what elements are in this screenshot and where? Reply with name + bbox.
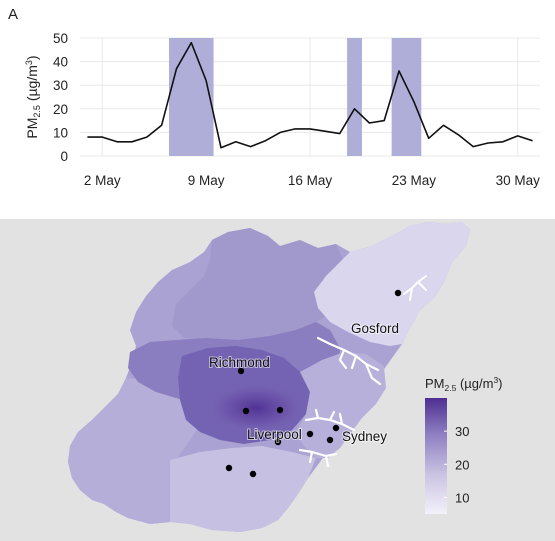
y-axis-title-pm: PM (24, 118, 40, 139)
x-tick-label: 30 May (496, 173, 541, 188)
estuary (316, 336, 382, 386)
eastern-zone (296, 352, 386, 458)
site-marker (394, 289, 402, 297)
highlight-bands (169, 38, 422, 156)
panel-a-letter: A (8, 6, 18, 23)
line-chart: 0 10 20 30 40 50 2 May 9 May 16 May 23 May 30 May… (24, 31, 540, 188)
y-tick-label: 40 (53, 55, 68, 70)
legend-title-unit: (µg/m (456, 376, 493, 391)
x-tick-label: 16 May (288, 173, 333, 188)
legend-tick-label: 20 (455, 457, 469, 472)
x-tick-label: 9 May (188, 173, 225, 188)
harbour (304, 408, 356, 432)
southern-zone (170, 446, 316, 532)
place-label-richmond: Richmond (209, 355, 270, 370)
legend-title-close: ) (498, 376, 502, 391)
place-label-sydney: Sydney (342, 429, 387, 444)
botany-bay (298, 448, 338, 468)
site-marker (237, 367, 245, 375)
y-axis-ticks: 0 10 20 30 40 50 (53, 31, 68, 164)
pm25-series-line (87, 41, 533, 149)
site-marker (326, 436, 334, 444)
highlight-band (391, 38, 422, 156)
highlight-band (169, 38, 214, 156)
site-marker (276, 406, 284, 414)
site-marker (332, 424, 340, 432)
chart-grid (80, 37, 540, 157)
legend-title-sup: 3 (493, 375, 498, 385)
y-tick-label: 50 (53, 31, 68, 46)
legend-colour-bar (425, 398, 447, 514)
y-tick-label: 10 (53, 125, 68, 140)
monitoring-sites (225, 289, 402, 478)
y-tick-label: 30 (53, 78, 68, 93)
y-axis-title-close: ) (24, 55, 40, 60)
legend-title-sub: 2.5 (445, 383, 457, 393)
western-zone (68, 378, 198, 524)
site-marker (242, 407, 250, 415)
y-axis-title: PM2.5 (µg/m3) (24, 55, 42, 138)
legend-tick-label: 30 (455, 424, 469, 439)
site-marker (249, 470, 257, 478)
x-axis-ticks: 2 May 9 May 16 May 23 May 30 May (84, 173, 540, 188)
place-label-liverpool: Liverpool (247, 427, 302, 442)
concentration-hotspot (204, 382, 308, 434)
y-tick-label: 0 (60, 149, 68, 164)
place-label-gosford: Gosford (351, 321, 399, 336)
x-tick-label: 23 May (392, 173, 437, 188)
legend-ticks: 10 20 30 (444, 424, 469, 505)
north-east-zone (314, 222, 470, 346)
legend-tick-label: 10 (455, 490, 469, 505)
colour-legend: PM2.5 (µg/m3) 10 20 30 (425, 375, 503, 514)
y-tick-label: 20 (53, 102, 68, 117)
site-marker (225, 464, 233, 472)
y-axis-title-sup: 3 (24, 60, 34, 65)
northern-zone (172, 228, 346, 340)
y-axis-title-unit: (µg/m (24, 65, 40, 105)
site-marker (306, 430, 314, 438)
legend-title: PM2.5 (µg/m3) (425, 375, 503, 393)
highlight-band (347, 38, 362, 156)
brisbane-water (403, 275, 427, 301)
legend-title-pm: PM (425, 376, 445, 391)
x-tick-label: 2 May (84, 173, 121, 188)
site-marker (274, 438, 282, 446)
pm25-map: Gosford Richmond Liverpool Sydney PM2.5 … (0, 219, 555, 541)
y-axis-title-sub: 2.5 (32, 105, 42, 118)
